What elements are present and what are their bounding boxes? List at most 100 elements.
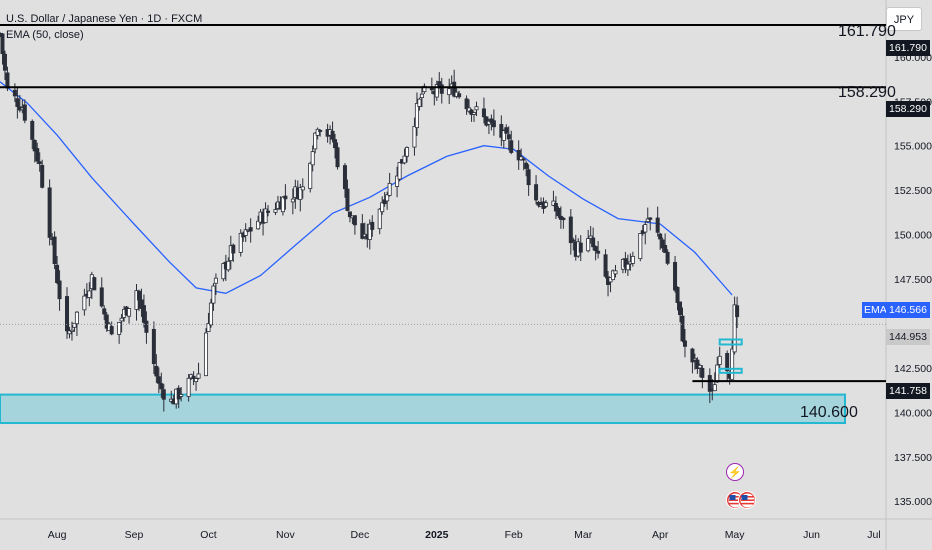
candle-body-42 bbox=[141, 305, 146, 323]
candle-body-206 bbox=[712, 384, 717, 392]
x-tick-label-6: Feb bbox=[505, 529, 523, 541]
candle-body-171 bbox=[591, 237, 596, 248]
candle-body-147 bbox=[506, 134, 511, 140]
stop-marker bbox=[718, 367, 743, 374]
candle-body-100 bbox=[345, 188, 350, 211]
candle-body-92 bbox=[315, 128, 320, 136]
candle-body-34 bbox=[117, 322, 122, 335]
currency-button[interactable]: JPY bbox=[886, 7, 922, 31]
candle-body-184 bbox=[638, 233, 643, 260]
candle-body-145 bbox=[501, 130, 506, 141]
candle-body-22 bbox=[72, 322, 77, 328]
candle-body-115 bbox=[397, 162, 402, 180]
ema-price-tag: 146.566 bbox=[886, 302, 930, 318]
candle-body-137 bbox=[472, 112, 477, 115]
candle-body-126 bbox=[434, 84, 439, 98]
candle-body-151 bbox=[521, 158, 526, 161]
chart-legend: U.S. Dollar / Japanese Yen · 1D · FXCM E… bbox=[6, 11, 202, 43]
candle-body-134 bbox=[464, 98, 469, 110]
candle-body-117 bbox=[402, 155, 407, 164]
symbol-title[interactable]: U.S. Dollar / Japanese Yen · 1D · FXCM bbox=[6, 13, 203, 25]
candle-body-91 bbox=[313, 132, 318, 150]
candle-body-97 bbox=[333, 139, 338, 149]
current-price-tag: 144.953 bbox=[886, 329, 930, 345]
support-zone bbox=[0, 393, 846, 425]
candle-body-118 bbox=[405, 147, 410, 157]
candle-body-143 bbox=[491, 120, 496, 128]
candle-body-111 bbox=[382, 199, 387, 205]
entry-marker bbox=[718, 338, 743, 346]
candle-body-104 bbox=[360, 223, 365, 239]
candle-body-163 bbox=[561, 217, 566, 221]
candle-body-29 bbox=[99, 287, 104, 307]
us-flag-icon-2[interactable] bbox=[738, 491, 756, 509]
candle-body-158 bbox=[543, 202, 548, 207]
candle-body-139 bbox=[481, 108, 486, 118]
indicator-label[interactable]: EMA (50, close) bbox=[6, 29, 84, 41]
candle-body-12 bbox=[37, 161, 42, 165]
candle-body-89 bbox=[308, 162, 313, 189]
candle-body-153 bbox=[526, 169, 531, 186]
candle-body-96 bbox=[330, 130, 335, 140]
candle-body-120 bbox=[414, 103, 419, 129]
candle-body-107 bbox=[367, 223, 372, 240]
candle-body-64 bbox=[221, 263, 226, 280]
candle-body-13 bbox=[40, 164, 45, 188]
candle-body-88 bbox=[300, 186, 305, 191]
candle-body-169 bbox=[586, 238, 591, 252]
candle-body-78 bbox=[266, 210, 271, 213]
candle-body-204 bbox=[707, 375, 712, 392]
price-tag-141758: 141.758 bbox=[886, 383, 930, 399]
candle-body-90 bbox=[310, 151, 315, 166]
x-tick-label-10: Jun bbox=[803, 529, 820, 541]
candle-body-181 bbox=[625, 263, 630, 271]
candle-body-113 bbox=[387, 182, 392, 196]
candle-body-9 bbox=[30, 120, 35, 140]
x-tick-label-0: Aug bbox=[48, 529, 67, 541]
candle-body-198 bbox=[682, 340, 687, 347]
candle-body-112 bbox=[385, 194, 390, 202]
candle-body-108 bbox=[370, 221, 375, 230]
candle-body-2 bbox=[2, 53, 7, 71]
candle-body-5 bbox=[15, 98, 20, 107]
candle-body-31 bbox=[104, 314, 109, 329]
level-label-158290: 158.290 bbox=[838, 84, 896, 101]
candle-body-24 bbox=[82, 295, 87, 311]
candle-body-43 bbox=[144, 320, 149, 333]
candle-body-121 bbox=[417, 98, 422, 107]
candle-body-10 bbox=[32, 139, 37, 152]
candle-body-189 bbox=[655, 217, 660, 233]
candle-body-200 bbox=[692, 358, 697, 361]
price-tag-158290: 158.290 bbox=[886, 101, 930, 117]
candle-body-99 bbox=[342, 165, 347, 190]
candle-body-53 bbox=[179, 394, 184, 397]
candle-body-45 bbox=[154, 365, 159, 377]
candle-body-20 bbox=[67, 330, 72, 335]
y-tick-label-8: 137.500 bbox=[894, 452, 932, 464]
candle-body-84 bbox=[290, 198, 295, 203]
candle-body-172 bbox=[593, 246, 598, 252]
candle-body-1 bbox=[0, 33, 5, 55]
candle-body-69 bbox=[238, 232, 243, 253]
candle-body-3 bbox=[5, 72, 10, 89]
candle-body-193 bbox=[665, 251, 670, 264]
candle-body-186 bbox=[643, 224, 648, 233]
y-tick-label-7: 140.000 bbox=[894, 407, 932, 419]
candle-body-212 bbox=[732, 304, 737, 353]
candle-body-33 bbox=[109, 326, 114, 335]
lightning-icon[interactable]: ⚡ bbox=[726, 463, 744, 481]
candle-body-119 bbox=[412, 125, 417, 148]
candle-body-122 bbox=[419, 93, 424, 98]
candle-body-208 bbox=[717, 355, 722, 365]
candle-body-129 bbox=[447, 88, 452, 96]
candle-body-154 bbox=[534, 184, 539, 201]
ema-tag-label: EMA bbox=[862, 302, 887, 318]
candle-body-38 bbox=[127, 308, 132, 317]
candle-body-17 bbox=[55, 264, 60, 284]
candle-body-146 bbox=[504, 127, 509, 134]
candle-body-152 bbox=[524, 162, 529, 169]
candle-body-148 bbox=[509, 140, 514, 153]
candle-body-30 bbox=[102, 308, 107, 315]
